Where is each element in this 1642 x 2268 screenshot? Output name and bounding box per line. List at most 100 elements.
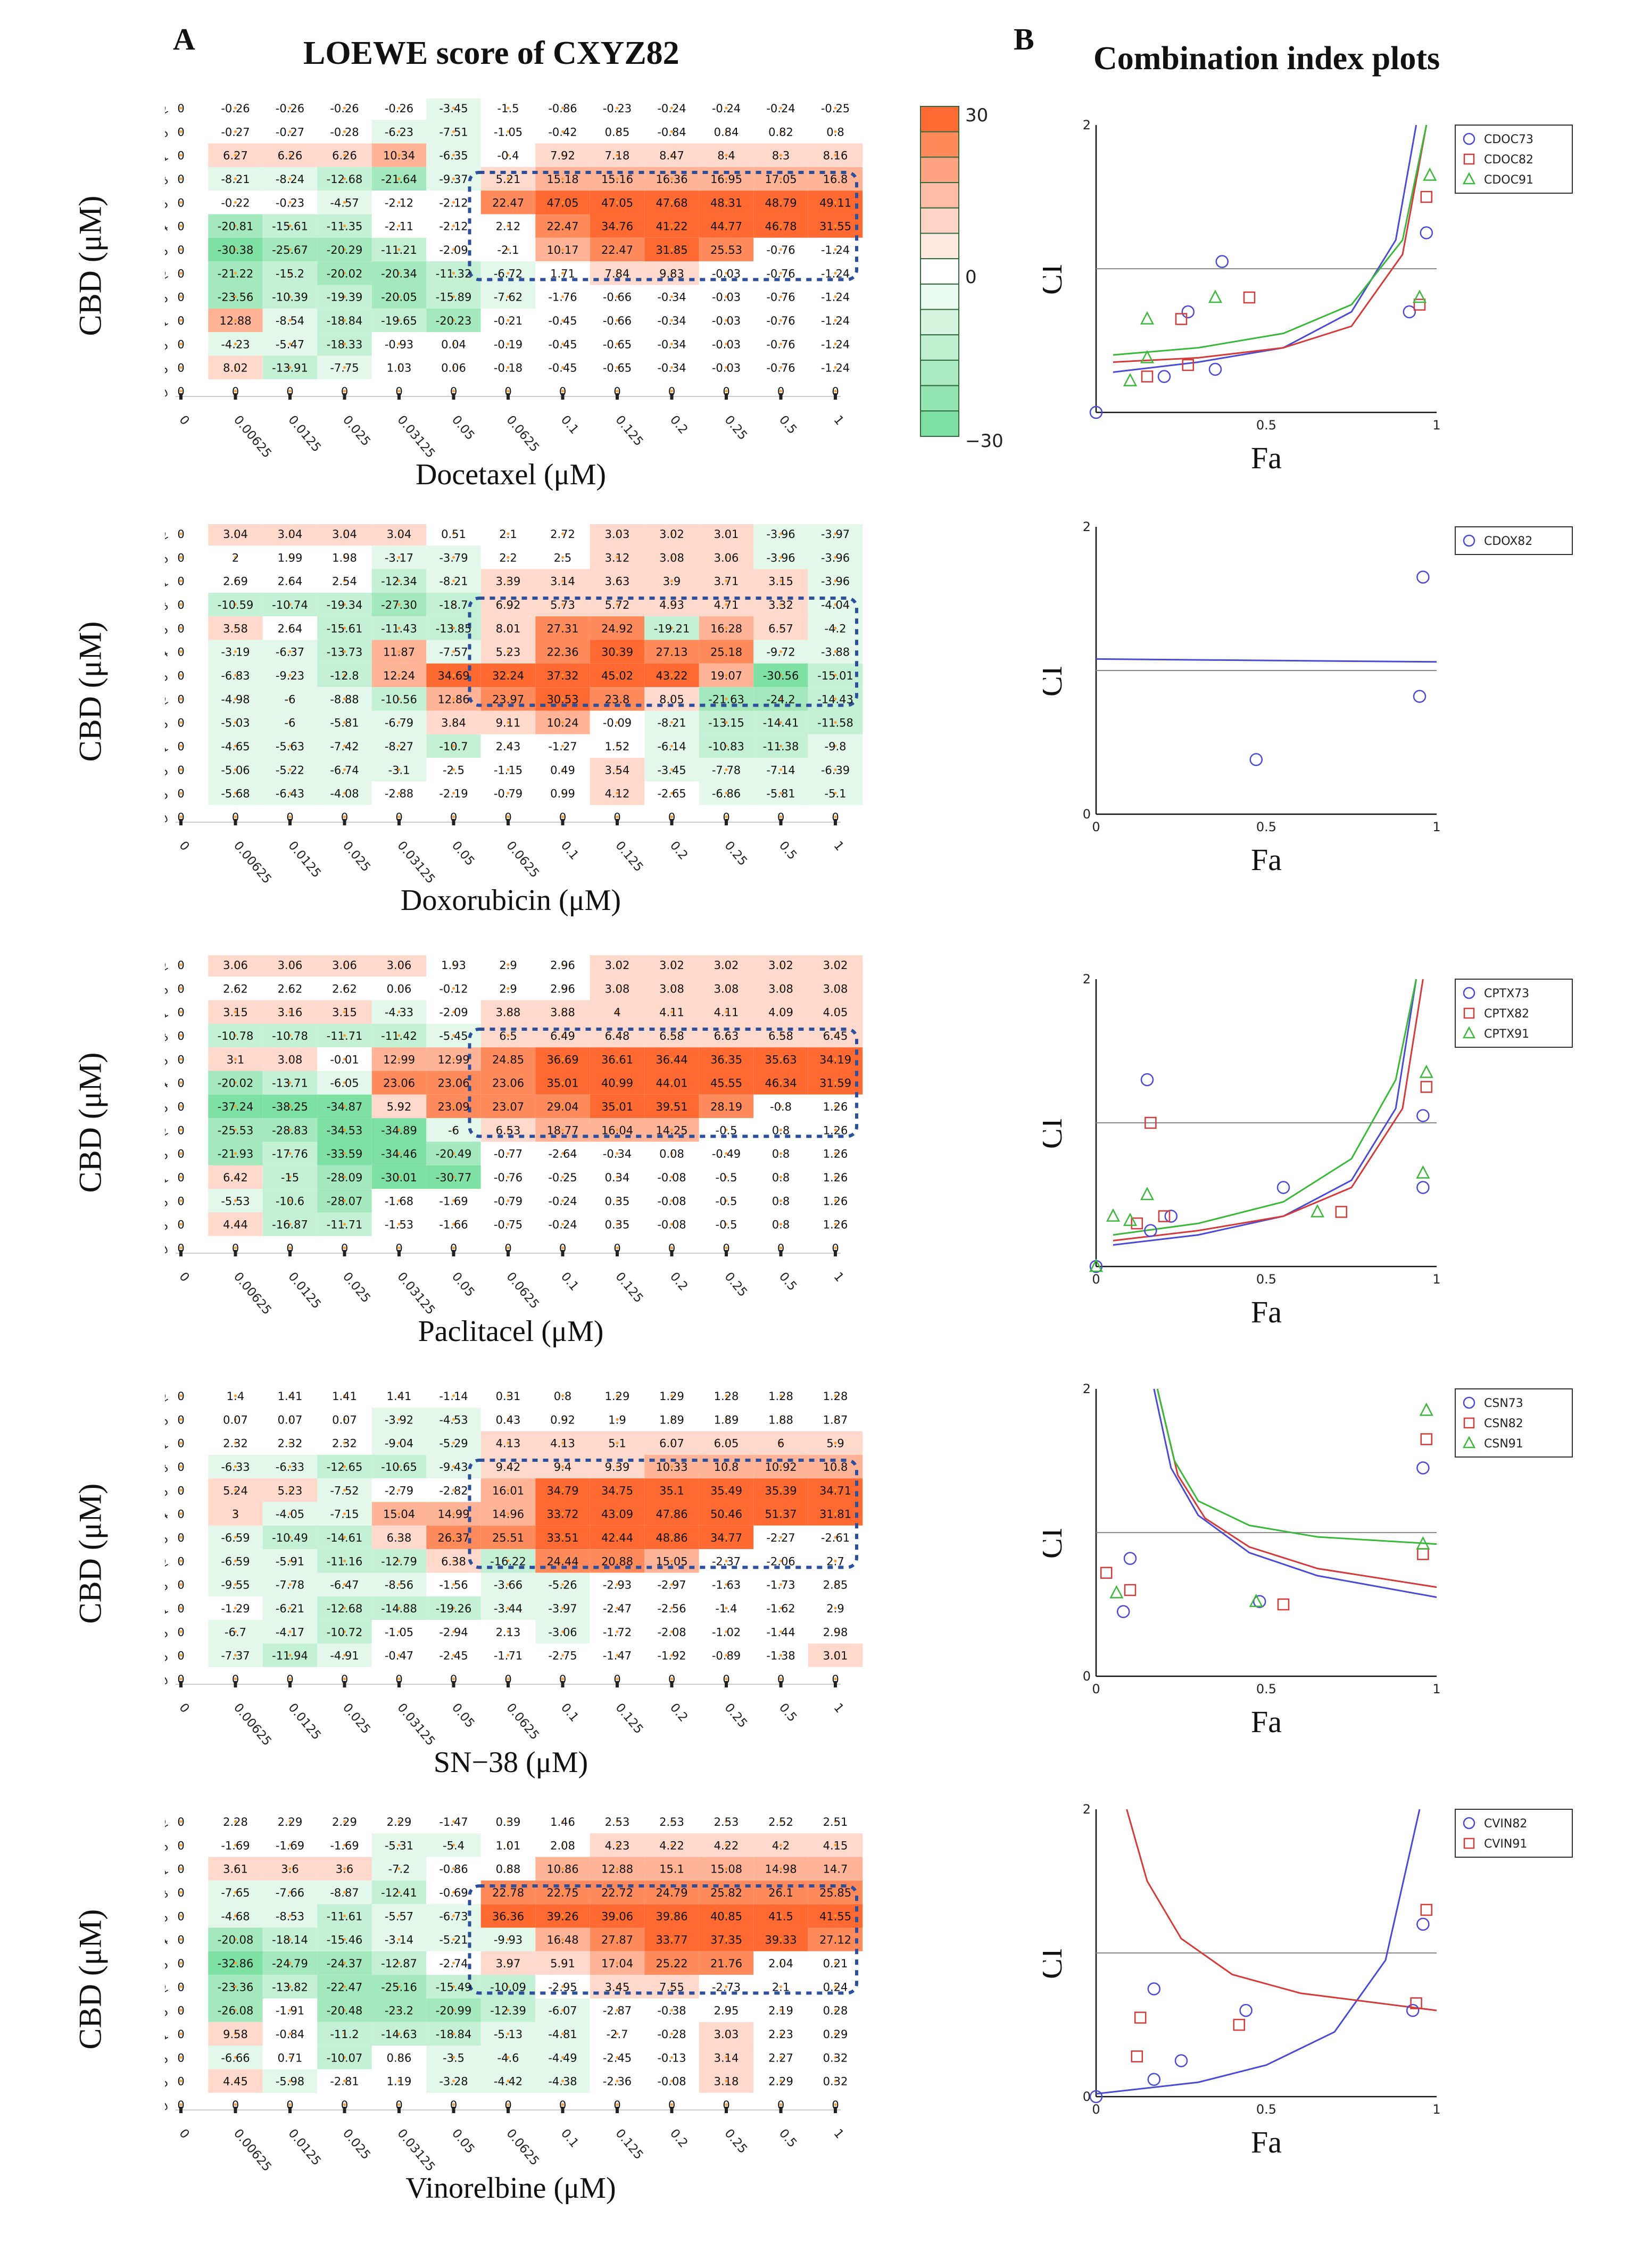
heatmap-value: -1.15 — [494, 764, 523, 776]
grid-dot — [507, 580, 510, 583]
grid-dot — [452, 319, 455, 322]
grid-dot — [343, 1677, 346, 1681]
synergy-region-box — [468, 1884, 858, 1995]
grid-dot — [616, 319, 619, 322]
heatmap-value: -8.21 — [439, 575, 468, 588]
heatmap-value: 0.32 — [823, 2051, 848, 2064]
heatmap-value: -26.08 — [218, 2005, 254, 2017]
grid-dot — [507, 1843, 510, 1847]
grid-dot — [452, 1394, 455, 1397]
grid-dot — [834, 225, 837, 228]
heatmap-value: 3.03 — [605, 528, 630, 541]
heatmap-value: 0 — [395, 1673, 402, 1686]
heatmap-value: -2.61 — [821, 1532, 850, 1544]
grid-dot — [779, 1081, 782, 1085]
drug-tick-label: 0.0125 — [285, 2126, 324, 2168]
drug-tick-mark — [397, 2107, 401, 2113]
heatmap-value: 0 — [177, 1863, 184, 1876]
heatmap-value: 6.26 — [332, 150, 357, 162]
grid-dot — [616, 106, 619, 110]
heatmap-value: -2.93 — [603, 1579, 632, 1592]
heatmap-value: 23.06 — [437, 1077, 469, 1090]
grid-dot — [288, 1081, 292, 1085]
grid-dot — [616, 1418, 619, 1421]
grid-dot — [507, 201, 510, 204]
heatmap-value: 0 — [177, 1650, 184, 1662]
heatmap-value: 3.14 — [550, 575, 575, 588]
grid-dot — [343, 154, 346, 157]
heatmap-value: -34.89 — [381, 1124, 417, 1137]
grid-dot — [343, 1128, 346, 1131]
heatmap-value: -10.49 — [272, 1532, 308, 1544]
heatmap-value: 0.71 — [278, 2051, 303, 2064]
grid-dot — [507, 556, 510, 559]
grid-dot — [179, 248, 183, 251]
grid-dot — [343, 792, 346, 795]
heatmap-value: 0 — [177, 362, 184, 375]
grid-dot — [779, 106, 782, 110]
heatmap-value: 42.44 — [601, 1532, 633, 1544]
grid-dot — [397, 1394, 401, 1397]
heatmap-value: -15.2 — [276, 267, 304, 280]
grid-dot — [343, 1843, 346, 1847]
grid-dot — [616, 1512, 619, 1516]
grid-dot — [397, 154, 401, 157]
grid-dot — [507, 987, 510, 990]
drug-tick-label: 0.025 — [340, 413, 373, 449]
heatmap-value: 45.02 — [601, 669, 633, 682]
heatmap-value: 26.1 — [768, 1886, 793, 1899]
drug-tick-mark — [343, 819, 346, 825]
heatmap-value: -0.45 — [548, 314, 577, 327]
grid-dot — [670, 1607, 673, 1610]
grid-dot — [507, 626, 510, 630]
grid-dot — [452, 1418, 455, 1421]
grid-dot — [834, 2103, 837, 2106]
grid-dot — [343, 1654, 346, 1657]
heatmap-value: 39.51 — [656, 1100, 687, 1113]
heatmap-value: 36.61 — [601, 1053, 633, 1066]
heatmap-cell — [181, 237, 209, 262]
heatmap-value: 5.73 — [550, 599, 575, 611]
grid-dot — [779, 1034, 782, 1037]
grid-dot — [507, 1891, 510, 1894]
heatmap-value: 3.88 — [550, 1006, 575, 1019]
ci-legend-label: CSN73 — [1484, 1397, 1523, 1410]
heatmap-value: 0.51 — [441, 528, 466, 541]
drug-tick-label: 0.025 — [340, 1701, 373, 1736]
grid-dot — [561, 1891, 564, 1894]
grid-dot — [288, 650, 292, 653]
grid-dot — [397, 201, 401, 204]
grid-dot — [670, 556, 673, 559]
heatmap-value: 1.99 — [278, 551, 303, 564]
grid-dot — [507, 1105, 510, 1108]
heatmap-value: -12.68 — [327, 173, 363, 186]
grid-dot — [670, 177, 673, 180]
ci-curve-cvin82 — [1096, 1809, 1421, 2095]
heatmap-value: -4.23 — [221, 338, 250, 351]
grid-dot — [834, 1223, 837, 1226]
grid-dot — [834, 1961, 837, 1965]
grid-dot — [234, 2080, 237, 2083]
heatmap-value: 22.78 — [492, 1886, 524, 1899]
heatmap-value: 0 — [177, 1195, 184, 1207]
synergy-region-box — [468, 171, 858, 282]
heatmap-value: 5.92 — [387, 1100, 412, 1113]
grid-dot — [397, 1081, 401, 1085]
ci-point-cdoc91 — [1140, 350, 1155, 363]
heatmap-value: -30.38 — [218, 244, 254, 256]
grid-dot — [779, 319, 782, 322]
grid-dot — [725, 768, 728, 771]
grid-dot — [234, 1034, 237, 1037]
heatmap-value: -0.66 — [603, 314, 632, 327]
ci-y-tick-label: 0 — [1083, 2089, 1091, 2104]
heatmap-value: 3.02 — [714, 959, 739, 972]
grid-dot — [234, 154, 237, 157]
heatmap-value: 16.95 — [710, 173, 742, 186]
grid-dot — [779, 1985, 782, 1988]
heatmap-value: 0 — [777, 2099, 784, 2112]
heatmap-value: -6.43 — [276, 788, 304, 800]
grid-dot — [288, 1442, 292, 1445]
heatmap-value: 11.87 — [383, 646, 415, 659]
grid-dot — [234, 744, 237, 748]
